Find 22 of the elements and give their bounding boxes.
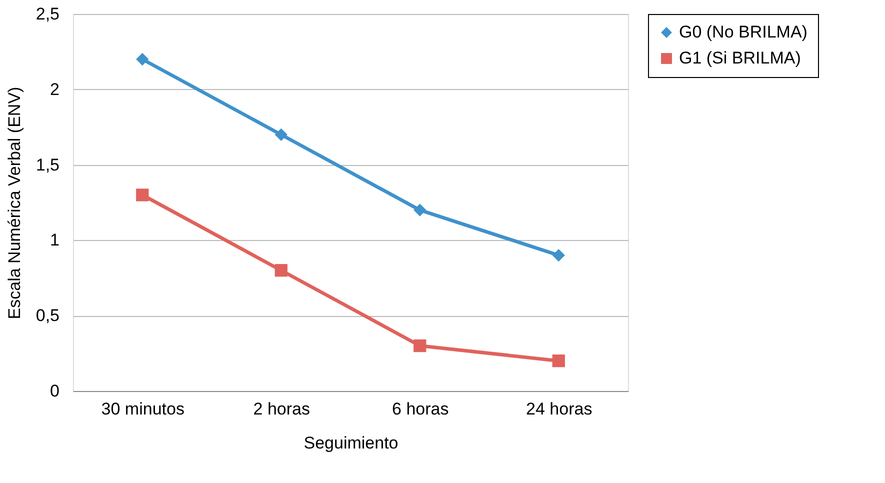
y-tick-label: 1,5 [36,155,60,174]
y-tick-label: 2,5 [36,4,60,24]
y-axis-title: Escala Numérica Verbal (ENV) [4,86,24,320]
y-tick-label: 2 [50,80,60,99]
point [274,128,288,141]
x-tick-label: 6 horas [392,400,449,418]
x-tick-label: 24 horas [526,400,592,418]
x-axis-title: Seguimiento [304,434,398,452]
point [136,188,149,202]
x-tick-label: 2 horas [253,400,310,418]
point [552,248,565,262]
point [552,354,565,368]
point [414,339,426,352]
y-tick-label: 0,5 [36,306,60,326]
legend-label: G0 (No BRILMA) [679,22,808,42]
y-tick-label: 0 [50,382,60,400]
legend-label: G1 (Si BRILMA) [679,48,801,68]
point [136,52,149,66]
x-tick-label: 30 minutos [101,400,184,418]
point [274,264,288,277]
y-tick-label: 1 [50,230,60,250]
point [414,204,426,216]
